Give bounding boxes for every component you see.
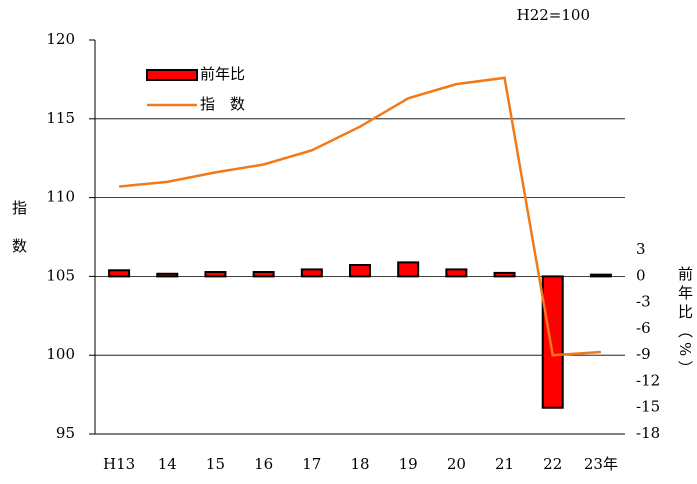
x-tick-label: 16 [254, 455, 273, 473]
x-tick-label: H13 [103, 455, 135, 473]
legend-swatch [146, 69, 198, 81]
legend-label: 指 数 [200, 95, 245, 113]
bar [156, 272, 179, 278]
x-tick-label: 23年 [584, 455, 618, 473]
y2-axis-label: 前年比（%） [676, 266, 694, 379]
y-tick-label: 100 [46, 345, 75, 363]
bar [252, 271, 275, 278]
y-tick-label: 105 [46, 266, 75, 284]
y2-tick-label: -18 [636, 424, 660, 442]
x-tick-label: 19 [399, 455, 418, 473]
bar [204, 271, 227, 278]
y2-tick-label: -6 [636, 319, 651, 337]
bar [108, 269, 131, 278]
y2-tick-label: -9 [636, 345, 651, 363]
y2-tick-label: -12 [636, 371, 660, 389]
x-tick-label: 18 [350, 455, 369, 473]
x-tick-label: 17 [302, 455, 321, 473]
x-tick-label: 15 [206, 455, 225, 473]
bar [541, 275, 564, 409]
y2-tick-label: -15 [636, 398, 660, 416]
x-tick-label: 20 [447, 455, 466, 473]
y-tick-label: 95 [56, 424, 75, 442]
y2-tick-label: 3 [636, 240, 646, 258]
x-tick-label: 21 [495, 455, 514, 473]
legend-label: 前年比 [200, 65, 245, 83]
y-axis-label: 指 数 [10, 200, 28, 257]
line [118, 76, 601, 357]
x-tick-label: 14 [158, 455, 177, 473]
bar [300, 268, 323, 278]
y-tick-label: 120 [46, 30, 75, 48]
y-tick-label: 110 [46, 188, 75, 206]
y2-tick-label: 0 [636, 266, 646, 284]
bar [589, 273, 612, 278]
x-tick-label: 22 [543, 455, 562, 473]
bar [349, 264, 371, 278]
bar [445, 268, 468, 278]
annotation: H22=100 [517, 6, 590, 24]
bar [493, 271, 516, 278]
y-tick-label: 115 [46, 109, 75, 127]
bar [397, 261, 420, 278]
y2-tick-label: -3 [636, 293, 651, 311]
